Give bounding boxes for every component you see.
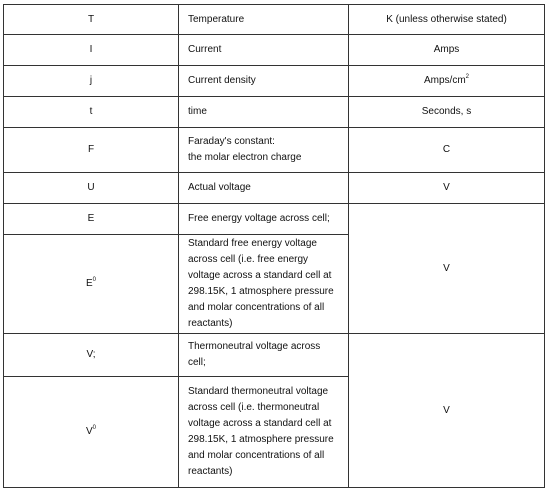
symbol-cell: T xyxy=(3,4,179,35)
table-row: V0 Standard thermoneutral voltage across… xyxy=(3,376,545,488)
table-row: T Temperature K (unless otherwise stated… xyxy=(3,4,545,35)
symbol-cell: E xyxy=(3,203,179,235)
nomenclature-table: T Temperature K (unless otherwise stated… xyxy=(3,4,545,488)
table-row: t time Seconds, s xyxy=(3,96,545,128)
definition-cell: Thermoneutral voltage across cell; xyxy=(178,333,349,377)
symbol-base: E xyxy=(85,278,93,289)
definition-cell: time xyxy=(178,96,349,128)
definition-cell: Standard thermoneutral voltage across ce… xyxy=(178,376,349,488)
symbol-cell: j xyxy=(3,65,179,97)
definition-cell: Standard free energy voltage across cell… xyxy=(178,234,349,334)
symbol-cell: F xyxy=(3,127,179,173)
definition-cell: Current xyxy=(178,34,349,66)
symbol-cell: I xyxy=(3,34,179,66)
symbol-cell: V; xyxy=(3,333,179,377)
nomenclature-table-container: T Temperature K (unless otherwise stated… xyxy=(3,4,545,488)
table-row: I Current Amps xyxy=(3,34,545,66)
symbol-cell: U xyxy=(3,172,179,204)
unit-cell: V xyxy=(348,333,545,488)
definition-cell: Actual voltage xyxy=(178,172,349,204)
symbol-superscript: 0 xyxy=(92,425,96,431)
definition-cell: Faraday's constant: the molar electron ch… xyxy=(178,127,349,173)
unit-superscript: 2 xyxy=(465,74,469,80)
symbol-cell: E0 xyxy=(3,234,179,334)
unit-cell: K (unless otherwise stated) xyxy=(348,4,545,35)
symbol-cell: V0 xyxy=(3,376,179,488)
definition-cell: Temperature xyxy=(178,4,349,35)
table-row: U Actual voltage V xyxy=(3,172,545,204)
symbol-base: V xyxy=(85,426,93,437)
unit-cell: Amps xyxy=(348,34,545,66)
unit-cell: Seconds, s xyxy=(348,96,545,128)
definition-cell: Free energy voltage across cell; xyxy=(178,203,349,235)
unit-cell: V xyxy=(348,172,545,204)
table-row: V; Thermoneutral voltage across cell; V xyxy=(3,333,545,488)
unit-cell: V xyxy=(348,203,545,334)
unit-base: Amps/cm xyxy=(423,75,466,86)
definition-line: Faraday's constant: xyxy=(188,136,275,147)
unit-cell: C xyxy=(348,127,545,173)
symbol-cell: t xyxy=(3,96,179,128)
symbol-superscript: 0 xyxy=(92,277,96,283)
table-row: j Current density Amps/cm2 xyxy=(3,65,545,97)
table-row: E Free energy voltage across cell; V xyxy=(3,203,545,334)
table-row: F Faraday's constant: the molar electron … xyxy=(3,127,545,173)
definition-line: the molar electron charge xyxy=(188,152,302,163)
unit-cell: Amps/cm2 xyxy=(348,65,545,97)
table-row: E0 Standard free energy voltage across c… xyxy=(3,234,545,334)
definition-cell: Current density xyxy=(178,65,349,97)
